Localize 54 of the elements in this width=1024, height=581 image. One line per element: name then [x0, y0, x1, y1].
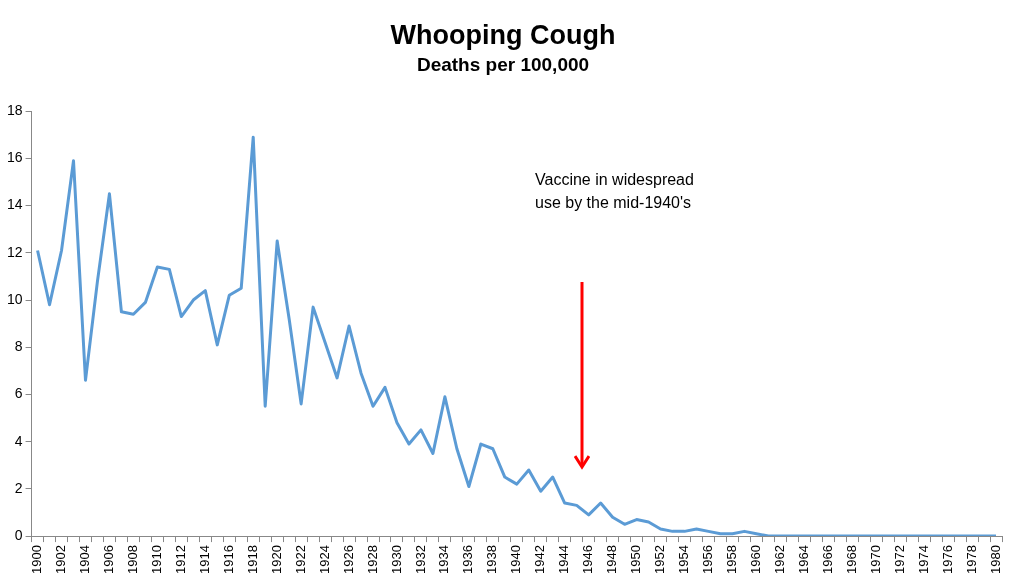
- x-tick-label: 1970: [867, 545, 883, 574]
- x-tick-label: 1940: [508, 545, 524, 574]
- x-tick-label: 1916: [220, 545, 236, 574]
- y-tick-label: 6: [14, 385, 23, 402]
- x-tick-label: 1950: [628, 545, 644, 574]
- x-tick-label: 1956: [700, 545, 716, 574]
- y-tick-label: 8: [14, 338, 23, 355]
- x-tick-label: 1914: [196, 545, 212, 574]
- x-tick-label: 1930: [388, 545, 404, 574]
- x-tick-label: 1944: [556, 545, 572, 574]
- y-tick-label: 4: [14, 432, 23, 449]
- x-tick-label: 1904: [77, 545, 93, 574]
- x-tick-label: 1902: [53, 545, 69, 574]
- x-tick-label: 1948: [604, 545, 620, 574]
- y-tick-label: 18: [6, 102, 23, 119]
- x-tick-label: 1976: [939, 545, 955, 574]
- x-tick-label: 1908: [124, 545, 140, 574]
- y-tick-label: 14: [6, 196, 23, 213]
- x-tick-label: 1910: [148, 545, 164, 574]
- x-tick-label: 1960: [747, 545, 763, 574]
- x-tick-label: 1912: [172, 545, 188, 574]
- y-tick-label: 10: [6, 290, 23, 307]
- x-tick-label: 1938: [484, 545, 500, 574]
- x-tick-label: 1926: [340, 545, 356, 574]
- x-tick-label: 1954: [676, 545, 692, 574]
- x-tick-label: 1968: [843, 545, 859, 574]
- annotation: Vaccine in widespread use by the mid-1940's: [535, 170, 695, 213]
- x-tick-label: 1924: [316, 545, 332, 574]
- x-tick-label: 1918: [244, 545, 260, 574]
- y-tick-label: 2: [14, 479, 23, 496]
- x-tick-label: 1980: [987, 545, 1003, 574]
- x-tick-label: 1942: [532, 545, 548, 574]
- x-tick-label: 1932: [412, 545, 428, 574]
- y-tick-label: 12: [6, 243, 23, 260]
- x-tick-label: 1946: [580, 545, 596, 574]
- x-tick-label: 1936: [460, 545, 476, 574]
- x-tick-label: 1952: [652, 545, 668, 574]
- x-tick-label: 1900: [29, 545, 45, 574]
- x-tick-label: 1962: [771, 545, 787, 574]
- x-tick-label: 1934: [436, 545, 452, 574]
- x-tick-label: 1906: [101, 545, 117, 574]
- x-tick-label: 1966: [819, 545, 835, 574]
- x-tick-label: 1978: [963, 545, 979, 574]
- x-tick-label: 1972: [891, 545, 907, 574]
- x-tick-label: 1974: [915, 545, 931, 574]
- x-tick-label: 1922: [292, 545, 308, 574]
- chart-title: Whooping Cough: [390, 19, 616, 50]
- x-tick-label: 1920: [268, 545, 284, 574]
- x-tick-label: 1964: [795, 545, 811, 574]
- y-tick-label: 0: [14, 526, 23, 543]
- chart-subtitle: Deaths per 100,000: [416, 54, 590, 76]
- x-tick-label: 1958: [724, 545, 740, 574]
- x-tick-label: 1928: [364, 545, 380, 574]
- y-tick-label: 16: [6, 149, 23, 166]
